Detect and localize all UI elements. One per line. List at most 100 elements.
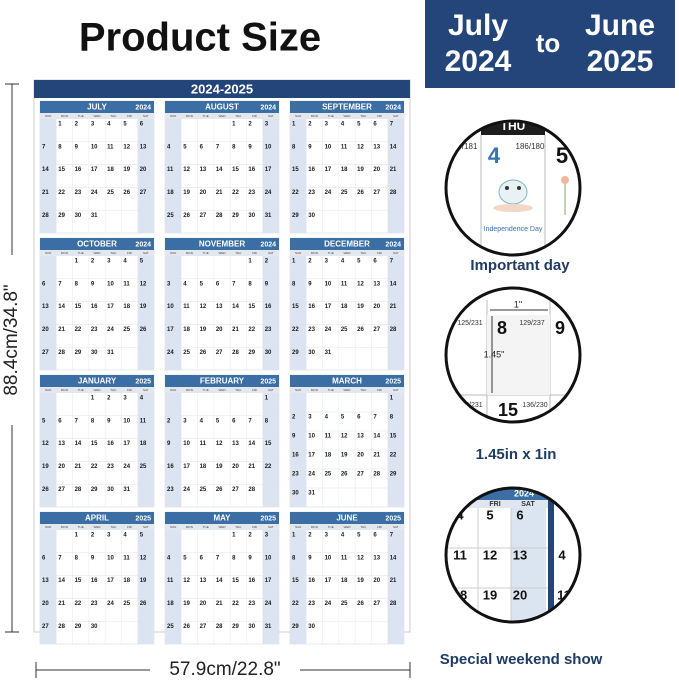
- date: 8: [232, 144, 236, 150]
- date: 30: [75, 213, 82, 219]
- date: 27: [232, 487, 239, 493]
- date: 19: [357, 578, 364, 584]
- date: 26: [200, 350, 207, 356]
- month-name: FEBRUARY: [200, 377, 245, 386]
- weekday: MON: [186, 114, 193, 118]
- weekday: SAT: [268, 114, 274, 118]
- date: 10: [183, 441, 190, 447]
- date: 31: [265, 213, 272, 219]
- day: 4: [488, 143, 501, 168]
- weekday: SAT: [143, 525, 149, 529]
- date: 1: [292, 122, 296, 128]
- day-count: 129/237: [519, 320, 544, 327]
- weekday: THU: [110, 388, 116, 392]
- date: 11: [107, 144, 114, 150]
- date: 4: [123, 259, 127, 265]
- callout-caption: 1.45in x 1in: [476, 446, 557, 463]
- date: 15: [292, 167, 299, 173]
- date: 9: [308, 281, 312, 287]
- date: 9: [308, 555, 312, 561]
- weekday: SAT: [143, 388, 149, 392]
- date: 1: [91, 396, 95, 402]
- date: 16: [308, 578, 315, 584]
- weekday-row: [290, 524, 404, 530]
- callout-caption: Important day: [470, 257, 570, 274]
- date: 31: [91, 213, 98, 219]
- weekend-column: [387, 256, 404, 370]
- date: 21: [390, 167, 397, 173]
- day: 8: [497, 318, 507, 338]
- date: 16: [107, 441, 114, 447]
- date: 21: [216, 190, 223, 196]
- date: 21: [248, 464, 255, 470]
- date: 14: [373, 434, 380, 440]
- day: 15: [498, 400, 518, 420]
- date: 28: [390, 327, 397, 333]
- date: 6: [42, 555, 46, 561]
- date: 12: [216, 441, 223, 447]
- date: 29: [248, 350, 255, 356]
- date: 24: [265, 190, 272, 196]
- date: 5: [216, 418, 220, 424]
- weekday: THU: [235, 525, 241, 529]
- weekday: FRI: [127, 251, 132, 255]
- date: 6: [373, 259, 377, 265]
- date: 13: [373, 555, 380, 561]
- callout-ring: [444, 119, 582, 257]
- date: 18: [107, 167, 114, 173]
- date: 4: [341, 533, 345, 539]
- date: 30: [265, 350, 272, 356]
- weekend-column: [40, 256, 57, 370]
- width-measure: 1": [514, 299, 522, 309]
- date: 27: [58, 487, 65, 493]
- dimension-gap: [150, 660, 300, 680]
- date: 16: [308, 304, 315, 310]
- weekday: SAT: [268, 251, 274, 255]
- date: 22: [75, 601, 82, 607]
- date: 8: [75, 555, 79, 561]
- date: 7: [42, 144, 46, 150]
- month-header: [165, 512, 279, 524]
- date: 1: [75, 533, 79, 539]
- date: 23: [91, 601, 98, 607]
- date: 20: [140, 167, 147, 173]
- date: 28: [390, 601, 397, 607]
- weekday: WED: [94, 251, 102, 255]
- date: 21: [232, 327, 239, 333]
- date: 18: [140, 441, 147, 447]
- date: 12: [183, 578, 190, 584]
- date: 14: [390, 555, 397, 561]
- date: 3: [265, 533, 269, 539]
- weekday: SUN: [45, 114, 51, 118]
- date: 17: [123, 441, 130, 447]
- weekday: WED: [219, 251, 227, 255]
- weekday: WED: [94, 114, 102, 118]
- poster-header: [34, 80, 410, 98]
- date: 17: [325, 304, 332, 310]
- date: 23: [308, 327, 315, 333]
- date: 16: [91, 578, 98, 584]
- date: 5: [357, 259, 361, 265]
- date: 17: [265, 578, 272, 584]
- date: 15: [248, 304, 255, 310]
- date: 17: [167, 327, 174, 333]
- month-name: SEPTEMBER: [322, 103, 372, 112]
- date: 25: [341, 190, 348, 196]
- weekday: THU: [451, 501, 465, 508]
- date: 29: [292, 624, 299, 630]
- date: 28: [42, 213, 49, 219]
- dimension-gap: [2, 255, 22, 425]
- date: 19: [140, 578, 147, 584]
- date: 1: [232, 533, 236, 539]
- date: 30: [308, 624, 315, 630]
- date: 21: [373, 453, 380, 459]
- weekend-column: [165, 119, 182, 233]
- month-header: [165, 375, 279, 387]
- date: 8: [292, 281, 296, 287]
- year: 2024: [514, 488, 534, 498]
- date: 28: [216, 213, 223, 219]
- date: 3: [325, 259, 329, 265]
- date: 9: [107, 418, 111, 424]
